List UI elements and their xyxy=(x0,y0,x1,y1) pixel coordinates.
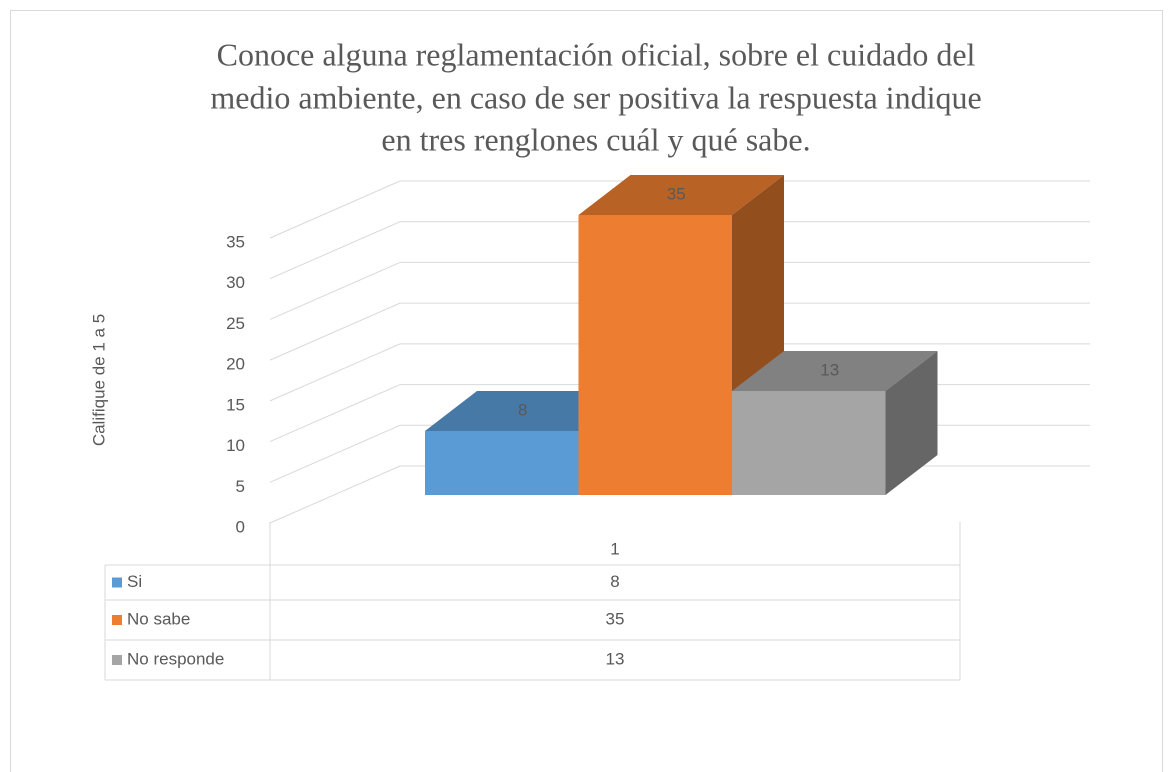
grid-line xyxy=(269,465,401,524)
grid-line xyxy=(269,180,401,239)
bar-top xyxy=(732,351,938,391)
chart-border xyxy=(10,10,1163,772)
legend-swatch xyxy=(112,577,122,588)
y-tick-label: 10 xyxy=(226,436,245,455)
legend-swatch xyxy=(112,655,122,665)
grid-line xyxy=(269,424,401,483)
grid-line xyxy=(269,384,401,443)
table-value: 35 xyxy=(606,609,625,628)
y-tick-label: 15 xyxy=(226,395,245,414)
data-label: 35 xyxy=(667,184,686,203)
table-value: 13 xyxy=(606,649,625,668)
y-axis-label: Califique de 1 a 5 xyxy=(89,314,108,446)
bar-top xyxy=(578,175,784,215)
legend-label: Si xyxy=(127,572,142,591)
data-label: 8 xyxy=(518,400,527,419)
bar xyxy=(732,391,886,495)
grid-line xyxy=(269,221,401,280)
bar xyxy=(578,215,732,495)
grid-line xyxy=(269,261,401,320)
grid-line xyxy=(269,302,401,361)
x-tick-label: 1 xyxy=(610,539,619,558)
data-label: 13 xyxy=(820,360,839,379)
chart-title: Conoce alguna reglamentación oficial, so… xyxy=(217,36,976,72)
y-tick-label: 20 xyxy=(226,355,245,374)
y-tick-label: 30 xyxy=(226,273,245,292)
bar xyxy=(425,431,579,495)
chart-title: en tres renglones cuál y qué sabe. xyxy=(381,121,810,157)
grid-line xyxy=(269,343,401,402)
legend-swatch xyxy=(112,615,122,625)
legend-label: No responde xyxy=(127,649,224,668)
y-tick-label: 35 xyxy=(226,232,245,251)
legend-label: No sabe xyxy=(127,609,190,628)
chart-title: medio ambiente, en caso de ser positiva … xyxy=(210,79,981,115)
y-tick-label: 25 xyxy=(226,314,245,333)
y-tick-label: 5 xyxy=(236,477,245,496)
bar-side xyxy=(885,351,938,495)
y-tick-label: 0 xyxy=(236,517,245,536)
table-value: 8 xyxy=(610,572,619,591)
